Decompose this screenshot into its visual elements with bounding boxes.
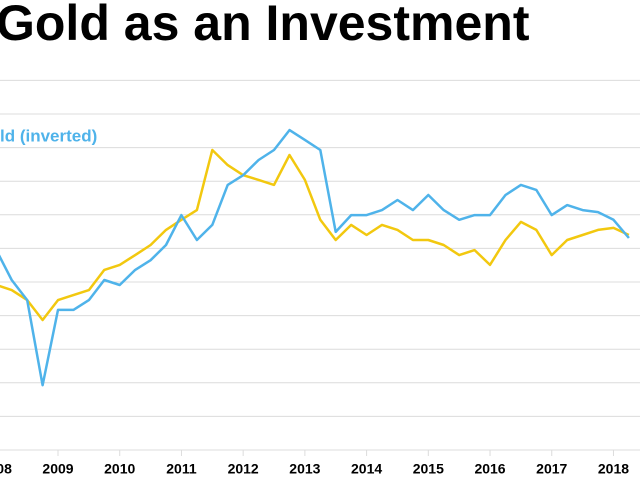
x-tick-label: 2012 <box>228 461 259 477</box>
x-tick-label: 2014 <box>351 461 382 477</box>
x-tick-label: 2010 <box>104 461 135 477</box>
x-tick-label: 2018 <box>598 461 629 477</box>
chart-title: Gold as an Investment <box>0 0 530 51</box>
legend-label: ld (inverted) <box>0 126 97 145</box>
x-tick-label: 2011 <box>166 461 197 477</box>
series-line <box>0 148 630 322</box>
series-line <box>0 128 630 387</box>
x-tick-label: 2017 <box>536 461 567 477</box>
x-tick-label: 2008 <box>0 461 12 477</box>
x-tick-label: 2013 <box>289 461 320 477</box>
x-tick-label: 2015 <box>413 461 444 477</box>
x-tick-label: 2009 <box>42 461 73 477</box>
plot-area <box>0 128 630 387</box>
x-tick-label: 2016 <box>474 461 505 477</box>
